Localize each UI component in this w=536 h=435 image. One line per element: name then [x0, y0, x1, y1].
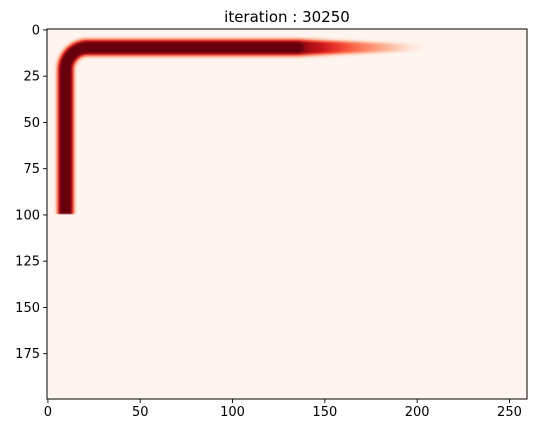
y-tick-label: 50	[23, 116, 40, 131]
y-tick-label: 100	[15, 208, 40, 223]
y-tick-label: 175	[15, 347, 40, 362]
x-tick-label: 200	[405, 405, 430, 420]
plot-frame	[46, 28, 528, 400]
y-tick-label: 125	[15, 255, 40, 270]
x-tick-label: 50	[132, 405, 149, 420]
y-tick-label: 25	[23, 70, 40, 85]
y-axis: 0 25 50 75 100 125 150 175	[15, 23, 47, 362]
x-axis: 0 50 100 150 200 250	[44, 399, 522, 420]
y-tick-label: 150	[15, 301, 40, 316]
chart-title: iteration : 30250	[224, 8, 350, 26]
heatmap-image	[47, 29, 527, 399]
x-tick-label: 250	[497, 405, 522, 420]
y-tick-label: 0	[32, 23, 40, 38]
x-tick-label: 150	[312, 405, 337, 420]
y-tick-label: 75	[23, 162, 40, 177]
x-tick-label: 100	[220, 405, 245, 420]
x-tick-label: 0	[44, 405, 52, 420]
